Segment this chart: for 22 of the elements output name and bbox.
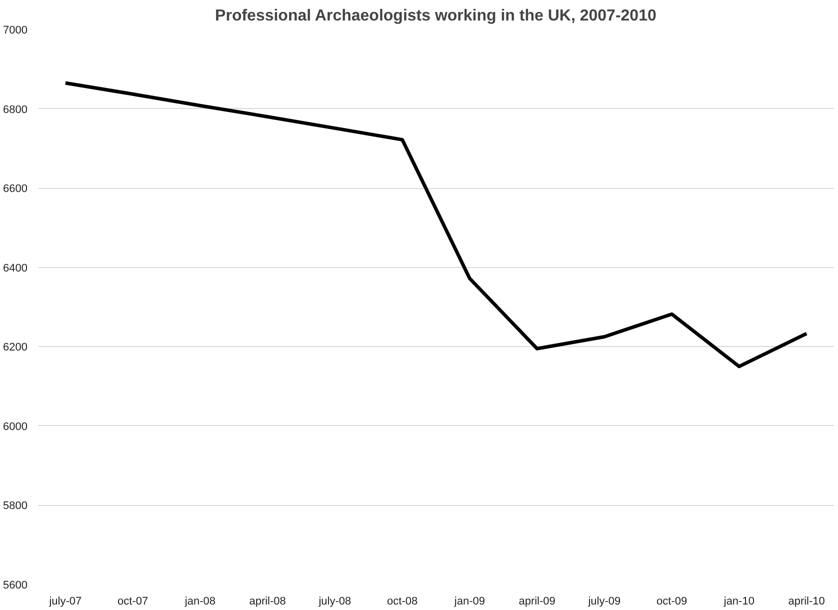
y-tick-label: 5600 <box>3 580 28 592</box>
x-tick-label: april-08 <box>249 596 286 608</box>
y-tick-label: 6600 <box>3 183 28 196</box>
x-tick-label: july-08 <box>318 596 352 608</box>
x-tick-label: jan-08 <box>184 596 216 608</box>
x-tick-label: july-07 <box>48 596 82 608</box>
y-tick-label: 6000 <box>3 420 28 433</box>
chart-title: Professional Archaeologists working in the UK, 2007-2010 <box>215 8 656 24</box>
y-tick-label: 6400 <box>3 262 28 274</box>
y-tick-label: 6800 <box>3 104 28 116</box>
x-tick-label: april-10 <box>788 596 825 608</box>
x-tick-label: july-09 <box>587 596 621 608</box>
x-tick-label: oct-07 <box>118 596 148 608</box>
y-tick-label: 5800 <box>3 500 28 512</box>
y-tick-label: 6200 <box>3 342 28 354</box>
y-tick-label: 7000 <box>3 24 28 36</box>
x-tick-label: oct-08 <box>387 596 418 608</box>
x-tick-label: jan-09 <box>453 596 485 608</box>
x-tick-label: oct-09 <box>656 596 688 608</box>
x-tick-label: april-09 <box>518 596 556 608</box>
x-tick-label: jan-10 <box>722 596 754 608</box>
line-series <box>64 81 808 368</box>
